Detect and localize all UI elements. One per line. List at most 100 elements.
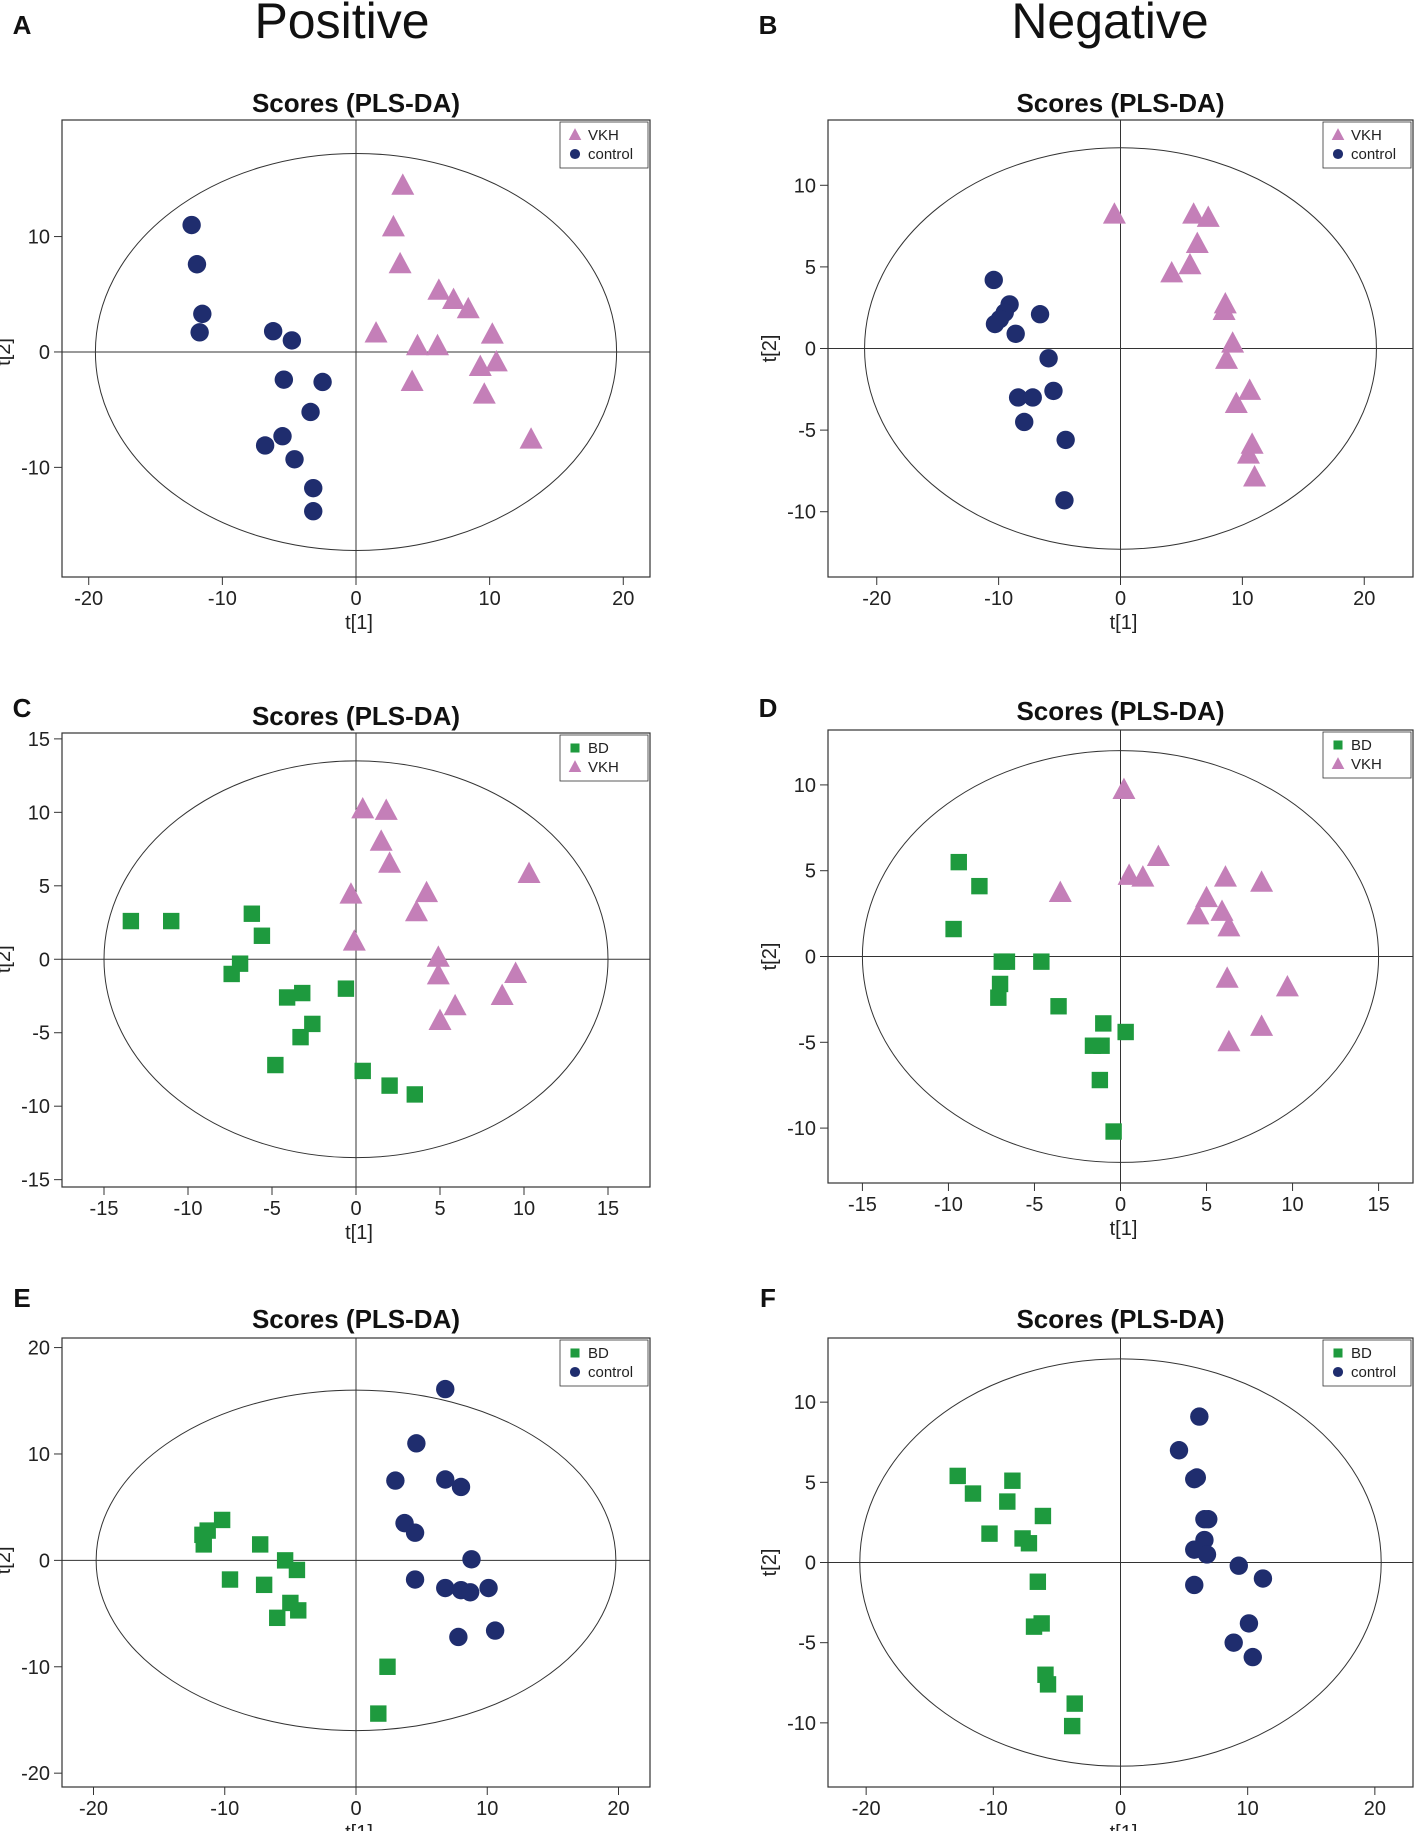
y-axis-label: t[2] <box>0 945 15 973</box>
data-point <box>517 861 541 884</box>
data-point <box>223 965 240 983</box>
data-point <box>1195 885 1219 908</box>
confidence-ellipse <box>94 152 618 551</box>
data-point <box>1213 865 1237 887</box>
data-point <box>427 278 451 300</box>
panel-label-c: C <box>13 693 32 723</box>
column-header-negative: Negative <box>1011 0 1208 49</box>
data-point <box>1253 1569 1273 1588</box>
x-tick-label: -10 <box>934 1194 963 1216</box>
data-point <box>1063 1717 1081 1735</box>
data-point <box>386 1471 405 1490</box>
data-point <box>485 1621 505 1640</box>
data-point <box>442 287 466 310</box>
data-point <box>1236 442 1260 464</box>
data-point <box>1015 412 1034 432</box>
data-point <box>278 989 296 1006</box>
y-tick-label: -10 <box>21 1096 50 1118</box>
data-point <box>255 436 275 455</box>
x-tick-label: -5 <box>1026 1194 1044 1216</box>
x-axis-label: t[1] <box>1110 1218 1138 1240</box>
y-tick-label: -10 <box>21 457 50 479</box>
panel-d: D Scores (PLS-DA) -15 -10 -5 0 5 10 15 -10 -5 0 5 10 t… <box>759 693 1414 1240</box>
data-point <box>1056 430 1075 450</box>
y-tick-label: 5 <box>805 1472 816 1494</box>
legend-label-bd: BD <box>588 740 609 757</box>
panel-c: C Scores (PLS-DA) -15 -10 -5 0 5 10 15 -15 -10 -5 0 5… <box>0 693 651 1244</box>
panel-label-b: B <box>759 10 778 40</box>
x-tick-label: -20 <box>74 588 103 610</box>
data-point <box>436 1470 455 1489</box>
data-point <box>981 1525 998 1542</box>
x-tick-label: 10 <box>1237 1798 1259 1820</box>
series-control <box>182 215 332 521</box>
data-point <box>274 370 294 389</box>
data-point <box>1185 1469 1204 1489</box>
panels: A Scores (PLS-DA) -20 -10 0 10 20 -10 0 10 t[1] t[2… <box>0 10 1414 1831</box>
data-point <box>388 251 412 274</box>
data-point <box>1229 1556 1248 1575</box>
data-point <box>1066 1695 1083 1712</box>
x-tick-label: 5 <box>434 1198 445 1220</box>
data-point <box>480 322 504 344</box>
x-axis-label: t[1] <box>345 612 373 634</box>
data-point <box>451 1477 471 1497</box>
data-point <box>1033 953 1050 970</box>
y-tick-label: -10 <box>787 502 816 524</box>
y-axis-label: t[2] <box>759 943 781 971</box>
data-point <box>339 882 363 904</box>
data-point <box>1190 1407 1209 1426</box>
data-point <box>1182 202 1206 224</box>
data-point <box>426 945 450 967</box>
data-point <box>1020 1535 1038 1552</box>
y-tick-label: -5 <box>798 1032 816 1054</box>
y-tick-label: 0 <box>805 339 816 361</box>
data-point <box>1243 465 1267 487</box>
data-point <box>426 333 450 356</box>
data-point <box>292 1028 309 1046</box>
chart-title: Scores (PLS-DA) <box>252 1304 460 1334</box>
data-point <box>378 851 402 873</box>
data-point <box>460 1583 480 1602</box>
x-tick-label: 0 <box>350 588 361 610</box>
data-point <box>407 1434 426 1453</box>
x-tick-label: -15 <box>848 1194 877 1216</box>
data-point <box>364 321 388 343</box>
data-point <box>1196 205 1220 227</box>
y-tick-label: 20 <box>28 1338 50 1360</box>
data-point <box>1224 391 1248 413</box>
data-point <box>519 427 543 449</box>
data-point <box>1112 777 1136 800</box>
data-point <box>1243 1647 1262 1667</box>
legend-marker-bd <box>1333 740 1343 750</box>
data-point <box>1025 1618 1043 1635</box>
data-point <box>993 953 1010 970</box>
confidence-ellipse <box>864 147 1377 550</box>
data-point <box>1095 1015 1112 1032</box>
data-point <box>1215 966 1239 988</box>
panel-label-f: F <box>760 1283 776 1313</box>
data-point <box>1185 1575 1204 1595</box>
x-tick-label: 20 <box>612 588 634 610</box>
y-tick-label: 0 <box>39 1550 50 1572</box>
data-point <box>381 214 405 237</box>
data-point <box>301 402 320 422</box>
y-tick-label: -20 <box>21 1763 50 1785</box>
y-tick-label: -15 <box>21 1170 50 1192</box>
legend: VKH control <box>1322 121 1412 169</box>
data-point <box>443 993 467 1016</box>
data-point <box>190 323 209 342</box>
y-tick-label: 0 <box>805 947 816 969</box>
data-point <box>490 983 514 1005</box>
x-tick-label: 10 <box>479 588 501 610</box>
y-tick-label: -10 <box>21 1657 50 1679</box>
chart-title: Scores (PLS-DA) <box>252 701 460 731</box>
confidence-ellipse <box>95 1389 617 1732</box>
data-point <box>290 1602 307 1619</box>
legend-marker-control <box>569 1366 581 1378</box>
x-tick-label: 10 <box>1231 588 1253 610</box>
data-point <box>1185 231 1209 254</box>
y-tick-label: 10 <box>794 775 816 797</box>
column-header-positive: Positive <box>254 0 429 49</box>
x-tick-label: 0 <box>350 1198 361 1220</box>
